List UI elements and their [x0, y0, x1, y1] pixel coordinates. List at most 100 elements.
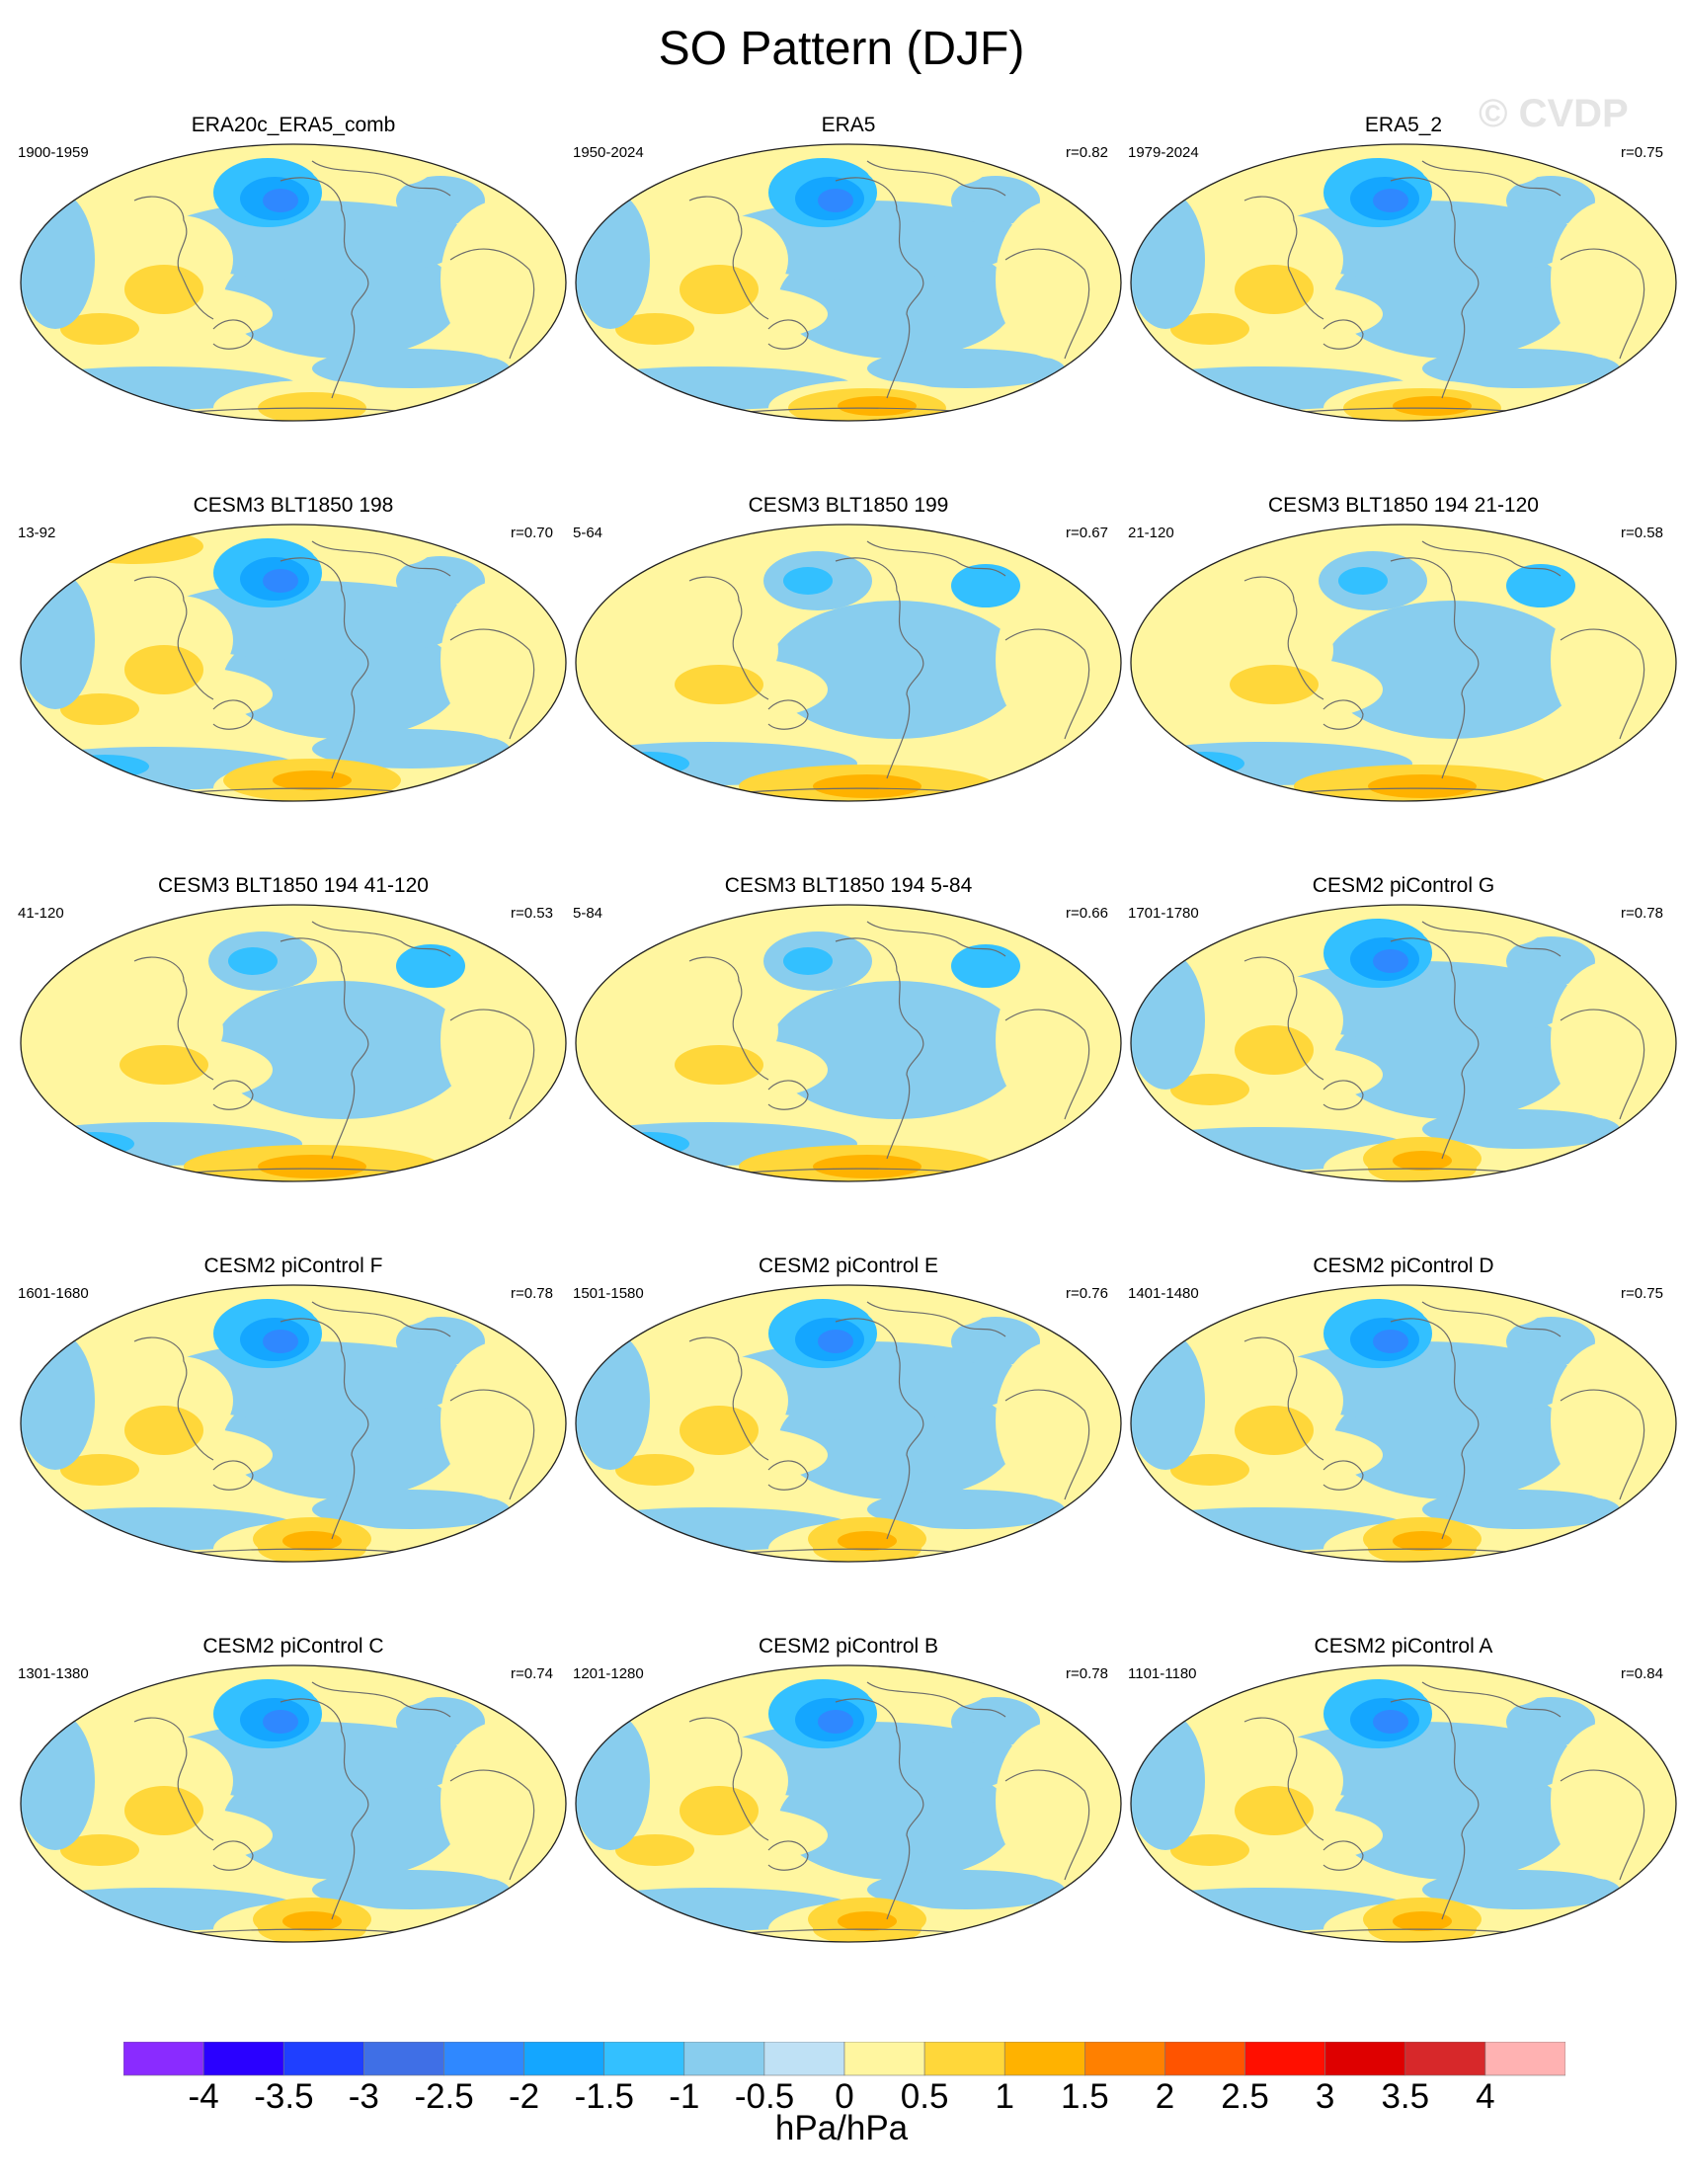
colorbar-swatch — [1003, 2042, 1085, 2076]
panel-period: 1101-1180 — [1128, 1665, 1197, 1682]
panel-title: CESM3 BLT1850 194 5-84 — [724, 874, 973, 897]
map-panel: CESM3 BLT1850 198 13-92 r=0.70 — [16, 494, 571, 871]
colorbar-tick-label: 0.5 — [900, 2077, 949, 2116]
map-panel: CESM3 BLT1850 194 21-120 21-120 r=0.58 — [1126, 494, 1681, 871]
colorbar-swatch — [1484, 2042, 1565, 2076]
map-panel: CESM2 piControl E 1501-1580 r=0.76 — [571, 1254, 1126, 1632]
panel-title: CESM2 piControl F — [203, 1254, 383, 1277]
panel-correlation: r=0.53 — [511, 905, 553, 922]
panel-correlation: r=0.78 — [1066, 1665, 1108, 1682]
colorbar-tick-label: 4 — [1476, 2077, 1495, 2116]
panel-correlation: r=0.74 — [511, 1665, 553, 1682]
map-panel: CESM2 piControl A 1101-1180 r=0.84 — [1126, 1635, 1681, 2012]
panel-period: 1401-1480 — [1128, 1285, 1199, 1302]
colorbar-swatch — [843, 2042, 925, 2076]
panel-title: CESM3 BLT1850 194 41-120 — [158, 874, 429, 897]
panel-correlation: r=0.66 — [1066, 905, 1108, 922]
map-panel: ERA20c_ERA5_comb 1900-1959 — [16, 114, 571, 491]
colorbar-tick-label: -2 — [508, 2077, 540, 2116]
map-panel: ERA5 1950-2024 r=0.82 — [571, 114, 1126, 491]
map-plot — [1130, 143, 1677, 422]
panel-period: 5-84 — [573, 905, 603, 922]
colorbar-tick-label: 2.5 — [1221, 2077, 1269, 2116]
panel-correlation: r=0.58 — [1621, 525, 1663, 541]
colorbar-swatch — [363, 2042, 444, 2076]
map-panel: CESM2 piControl F 1601-1680 r=0.78 — [16, 1254, 571, 1632]
panel-title: CESM2 piControl A — [1314, 1635, 1493, 1658]
colorbar-swatch — [763, 2042, 845, 2076]
colorbar-units: hPa/hPa — [774, 2109, 909, 2147]
colorbar-tick-label: -1 — [669, 2077, 700, 2116]
panel-correlation: r=0.75 — [1621, 144, 1663, 161]
panel-period: 1979-2024 — [1128, 144, 1199, 161]
panel-title: CESM2 piControl G — [1312, 874, 1495, 897]
panel-correlation: r=0.82 — [1066, 144, 1108, 161]
panel-title: CESM3 BLT1850 194 21-120 — [1268, 494, 1539, 517]
panel-title: ERA5_2 — [1364, 114, 1443, 136]
map-panel: CESM2 piControl G 1701-1780 r=0.78 — [1126, 874, 1681, 1252]
colorbar-swatch — [1084, 2042, 1165, 2076]
panel-title: ERA20c_ERA5_comb — [191, 114, 396, 136]
panel-correlation: r=0.67 — [1066, 525, 1108, 541]
map-panel: CESM2 piControl C 1301-1380 r=0.74 — [16, 1635, 571, 2012]
colorbar-swatch — [603, 2042, 685, 2076]
colorbar-swatch — [1404, 2042, 1486, 2076]
panel-period: 1501-1580 — [573, 1285, 644, 1302]
watermark: © CVDP — [1479, 92, 1629, 135]
panel-correlation: r=0.78 — [511, 1285, 553, 1302]
colorbar-swatch — [683, 2042, 765, 2076]
map-plot — [20, 904, 567, 1182]
colorbar-swatch — [123, 2042, 204, 2076]
panel-title: CESM2 piControl B — [758, 1635, 939, 1658]
panel-period: 1601-1680 — [18, 1285, 89, 1302]
colorbar-tick-label: -1.5 — [574, 2077, 634, 2116]
colorbar-tick-label: 3.5 — [1381, 2077, 1430, 2116]
colorbar-tick-label: 1.5 — [1061, 2077, 1109, 2116]
map-plot — [575, 904, 1122, 1182]
panel-period: 41-120 — [18, 905, 64, 922]
colorbar-tick-label: -2.5 — [414, 2077, 474, 2116]
panel-period: 21-120 — [1128, 525, 1174, 541]
colorbar-tick-label: -4 — [188, 2077, 219, 2116]
colorbar-swatch — [1164, 2042, 1245, 2076]
panel-title: CESM3 BLT1850 199 — [748, 494, 949, 517]
panel-period: 5-64 — [573, 525, 603, 541]
panel-period: 13-92 — [18, 525, 56, 541]
map-plot — [1130, 904, 1677, 1182]
map-plot — [20, 524, 567, 802]
map-panel: CESM3 BLT1850 199 5-64 r=0.67 — [571, 494, 1126, 871]
map-plot — [20, 143, 567, 422]
map-plot — [20, 1284, 567, 1563]
map-plot — [575, 143, 1122, 422]
panel-correlation: r=0.78 — [1621, 905, 1663, 922]
map-plot — [1130, 524, 1677, 802]
panel-correlation: r=0.75 — [1621, 1285, 1663, 1302]
panel-period: 1900-1959 — [18, 144, 89, 161]
map-plot — [575, 1664, 1122, 1943]
colorbar-swatch — [523, 2042, 604, 2076]
map-panel: CESM3 BLT1850 194 5-84 5-84 r=0.66 — [571, 874, 1126, 1252]
panel-title: CESM2 piControl E — [758, 1254, 939, 1277]
map-panel: CESM3 BLT1850 194 41-120 41-120 r=0.53 — [16, 874, 571, 1252]
panel-period: 1950-2024 — [573, 144, 644, 161]
panel-correlation: r=0.84 — [1621, 1665, 1663, 1682]
map-plot — [575, 1284, 1122, 1563]
colorbar-tick-label: -0.5 — [734, 2077, 795, 2116]
panel-title: CESM2 piControl C — [202, 1635, 384, 1658]
map-plot — [1130, 1284, 1677, 1563]
colorbar-swatch — [923, 2042, 1005, 2076]
figure-title: SO Pattern (DJF) — [658, 23, 1025, 75]
panel-correlation: r=0.76 — [1066, 1285, 1108, 1302]
colorbar-swatch — [1324, 2042, 1406, 2076]
colorbar-swatch — [202, 2042, 284, 2076]
map-panel: CESM2 piControl B 1201-1280 r=0.78 — [571, 1635, 1126, 2012]
colorbar-tick-label: 1 — [995, 2077, 1014, 2116]
map-plot — [1130, 1664, 1677, 1943]
colorbar-tick-label: 0 — [835, 2077, 854, 2116]
colorbar — [123, 2042, 1565, 2076]
colorbar-tick-label: -3 — [348, 2077, 379, 2116]
map-panel: ERA5_2 1979-2024 r=0.75 — [1126, 114, 1681, 491]
map-plot — [575, 524, 1122, 802]
map-plot — [20, 1664, 567, 1943]
colorbar-swatch — [282, 2042, 364, 2076]
